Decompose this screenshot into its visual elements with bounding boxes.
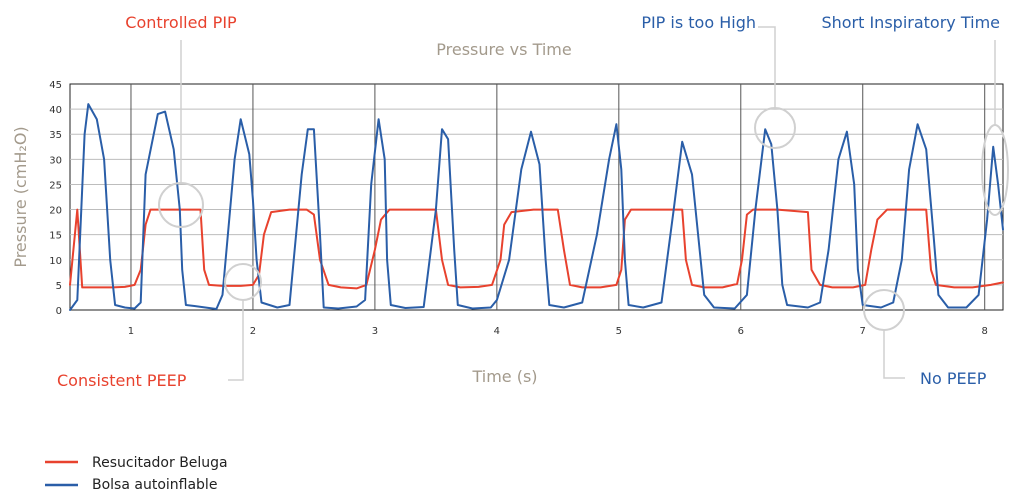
legend-label-beluga: Resucitador Beluga — [92, 455, 228, 471]
leader-consistent-peep — [228, 300, 244, 381]
x-tick-label: 5 — [616, 326, 622, 337]
x-tick-label: 6 — [738, 326, 744, 337]
x-tick-label: 8 — [982, 326, 988, 337]
annotation-consistent-peep: Consistent PEEP — [57, 371, 187, 390]
leader-no-peep — [883, 330, 905, 379]
series-lines — [69, 103, 1004, 311]
annotation-short-inspiratory: Short Inspiratory Time — [821, 13, 1000, 32]
y-tick-label: 5 — [56, 281, 62, 292]
x-tick-label: 1 — [128, 326, 134, 337]
x-axis-title: Time (s) — [471, 367, 537, 386]
x-tick-label: 2 — [250, 326, 256, 337]
legend: Resucitador Beluga Bolsa autoinflable — [45, 455, 228, 492]
y-tick-label: 0 — [56, 306, 62, 317]
y-tick-label: 45 — [49, 80, 62, 91]
annotation-no-peep: No PEEP — [920, 369, 987, 388]
callout-markers — [158, 26, 1009, 381]
y-tick-label: 30 — [49, 155, 62, 166]
chart-title: Pressure vs Time — [436, 40, 571, 59]
y-tick-label: 35 — [49, 130, 62, 141]
y-tick-label: 25 — [49, 180, 62, 191]
x-tick-label: 4 — [494, 326, 500, 337]
y-tick-label: 40 — [49, 105, 62, 116]
legend-label-bolsa: Bolsa autoinflable — [92, 477, 217, 492]
x-tick-labels: 1 2 3 4 5 6 7 8 — [128, 326, 988, 337]
series-line-beluga — [69, 208, 1004, 290]
x-tick-label: 7 — [860, 326, 866, 337]
leader-pip-too-high — [758, 26, 776, 108]
y-tick-label: 10 — [49, 256, 62, 267]
y-axis-title: Pressure (cmH₂O) — [11, 126, 30, 267]
y-tick-labels: 0 5 10 15 20 25 30 35 40 45 — [49, 80, 62, 317]
y-tick-label: 15 — [49, 231, 62, 242]
annotation-controlled-pip: Controlled PIP — [125, 13, 237, 32]
annotation-pip-too-high: PIP is too High — [641, 13, 756, 32]
y-tick-label: 20 — [49, 206, 62, 217]
series-line-bolsa — [69, 103, 1004, 311]
x-tick-label: 3 — [372, 326, 378, 337]
